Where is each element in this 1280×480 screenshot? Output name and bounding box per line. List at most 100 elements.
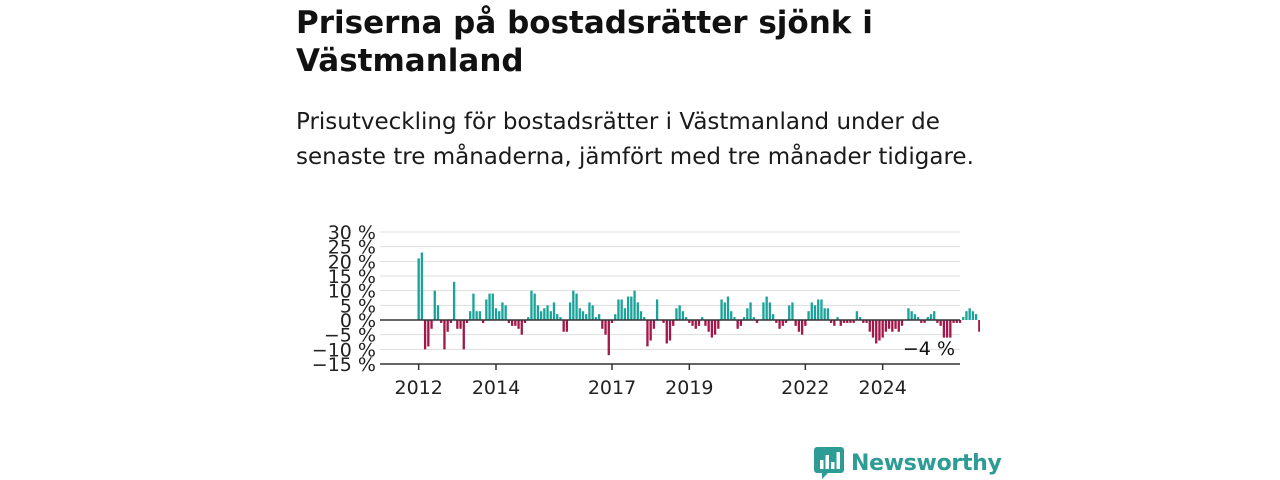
bar	[794, 320, 797, 326]
bar	[836, 317, 839, 320]
bar	[965, 311, 968, 320]
bar	[916, 317, 920, 320]
bar	[510, 320, 514, 326]
bar	[907, 308, 910, 320]
bar	[778, 320, 781, 329]
bar	[958, 320, 962, 323]
bar	[591, 305, 594, 320]
bar	[878, 320, 881, 341]
x-tick-label: 2019	[665, 377, 713, 399]
bar	[775, 320, 778, 323]
y-axis-ticks: 30 %25 %20 %15 %10 %5 %0 %−5 %−10 %−15 %	[312, 222, 376, 376]
bar	[742, 317, 746, 320]
bar	[427, 320, 430, 347]
grid-lines	[380, 231, 960, 365]
bar	[485, 299, 488, 320]
bar	[849, 320, 852, 323]
bar	[423, 320, 427, 350]
bar	[717, 320, 720, 329]
bar	[614, 314, 617, 320]
bar	[707, 320, 710, 332]
bar	[552, 302, 556, 320]
bar	[781, 320, 784, 326]
bar	[433, 290, 436, 320]
bar	[871, 320, 875, 338]
bar	[469, 311, 472, 320]
bar	[475, 311, 478, 320]
bar	[636, 302, 639, 320]
bar	[536, 305, 540, 320]
bar	[881, 320, 884, 338]
bar	[694, 320, 697, 329]
bar	[543, 308, 546, 320]
bar	[791, 302, 794, 320]
bar	[813, 305, 817, 320]
bar	[446, 320, 449, 332]
bar	[597, 314, 601, 320]
bar	[520, 320, 523, 335]
x-axis-ticks: 2012 2014 2017 2019 2022 2024	[394, 364, 907, 399]
bar	[514, 320, 517, 326]
y-tick-label: 20 %	[328, 251, 376, 273]
bar	[643, 317, 646, 320]
bar	[746, 308, 749, 320]
bar	[913, 314, 917, 320]
bar	[920, 320, 923, 323]
x-tick-label: 2017	[588, 377, 636, 399]
bar	[713, 320, 717, 335]
bar	[626, 296, 630, 320]
bar	[565, 320, 569, 332]
bar	[945, 320, 949, 338]
bar	[594, 317, 598, 320]
y-tick-label: 30 %	[328, 222, 376, 244]
x-tick-label: 2014	[472, 377, 520, 399]
bar	[639, 311, 643, 320]
chart-subtitle: Prisutveckling för bostadsrätter i Västm…	[296, 109, 974, 170]
bar	[578, 308, 581, 320]
bar	[933, 311, 936, 320]
x-tick-label: 2024	[858, 377, 906, 399]
latest-value-annotation: −4 %	[903, 338, 955, 360]
bar	[617, 299, 620, 320]
bar	[833, 320, 836, 326]
bar	[568, 302, 572, 320]
bar	[501, 302, 504, 320]
bar	[481, 320, 485, 323]
bar	[955, 320, 958, 323]
bar	[884, 320, 888, 332]
bar	[810, 302, 813, 320]
bar	[817, 299, 820, 320]
bar	[771, 314, 775, 320]
bar	[630, 296, 633, 320]
bar	[588, 302, 591, 320]
bar	[530, 290, 533, 320]
bar	[420, 252, 424, 320]
bar	[875, 320, 878, 344]
bar	[839, 320, 842, 326]
bar	[897, 320, 900, 332]
bar	[891, 320, 894, 332]
bar	[504, 305, 507, 320]
bar	[462, 320, 465, 350]
bar	[527, 317, 530, 320]
bar	[601, 320, 604, 329]
bar	[559, 317, 562, 320]
bar	[765, 296, 768, 320]
bar	[646, 320, 649, 347]
bar	[710, 320, 714, 338]
bar	[755, 320, 759, 323]
bar	[762, 302, 765, 320]
bar	[768, 302, 772, 320]
bar	[575, 293, 578, 320]
bar	[488, 293, 491, 320]
bar	[449, 320, 453, 323]
y-tick-label: −10 %	[312, 339, 376, 361]
bar	[974, 314, 978, 320]
bar	[581, 311, 585, 320]
bar	[652, 320, 656, 329]
bar	[443, 320, 446, 350]
bar	[430, 320, 433, 329]
bar	[494, 308, 498, 320]
bar	[807, 311, 810, 320]
bar	[523, 320, 527, 323]
